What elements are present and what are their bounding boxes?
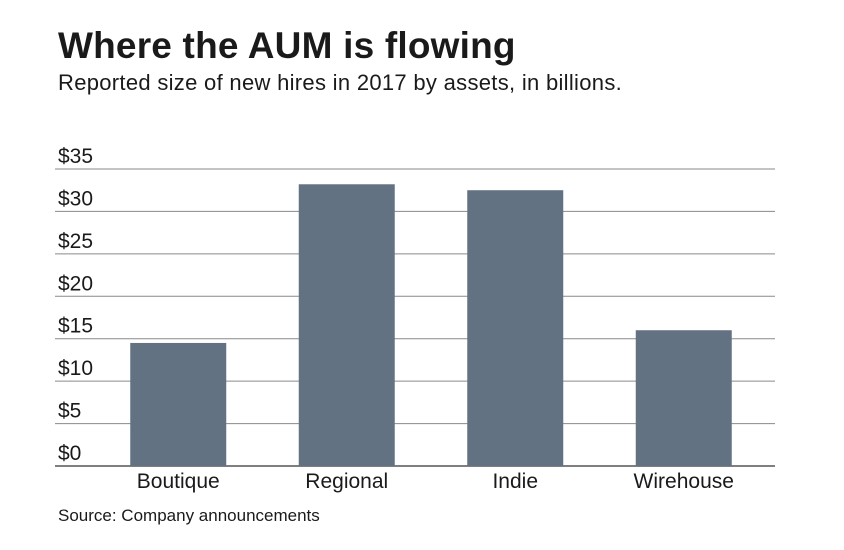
y-tick-label: $20 — [58, 272, 93, 295]
y-tick-label: $25 — [58, 230, 93, 253]
chart-subtitle: Reported size of new hires in 2017 by as… — [58, 70, 623, 95]
y-tick-label: $15 — [58, 315, 93, 338]
x-category-label: Regional — [305, 470, 388, 493]
y-tick-label: $30 — [58, 187, 93, 210]
y-axis-ticks: $0 $5 $10 $15 $20 $25 $30 $35 — [58, 145, 93, 465]
bar-indie — [467, 190, 564, 466]
bar-wirehouse — [635, 330, 732, 466]
x-axis-labels: Boutique Regional Indie Wirehouse — [137, 470, 734, 493]
bar-regional — [298, 184, 395, 466]
bars — [130, 184, 732, 466]
y-tick-label: $5 — [58, 400, 81, 423]
bar-chart: $0 $5 $10 $15 $20 $25 $30 $35 Boutique Regional I… — [55, 145, 775, 493]
x-category-label: Indie — [492, 470, 538, 493]
y-tick-label: $10 — [58, 357, 93, 380]
chart-title: Where the AUM is flowing — [58, 25, 516, 66]
y-tick-label: $35 — [58, 145, 93, 168]
y-tick-label: $0 — [58, 442, 81, 465]
x-category-label: Wirehouse — [634, 470, 734, 493]
x-category-label: Boutique — [137, 470, 220, 493]
bar-boutique — [130, 342, 227, 466]
source-note: Source: Company announcements — [58, 506, 320, 525]
